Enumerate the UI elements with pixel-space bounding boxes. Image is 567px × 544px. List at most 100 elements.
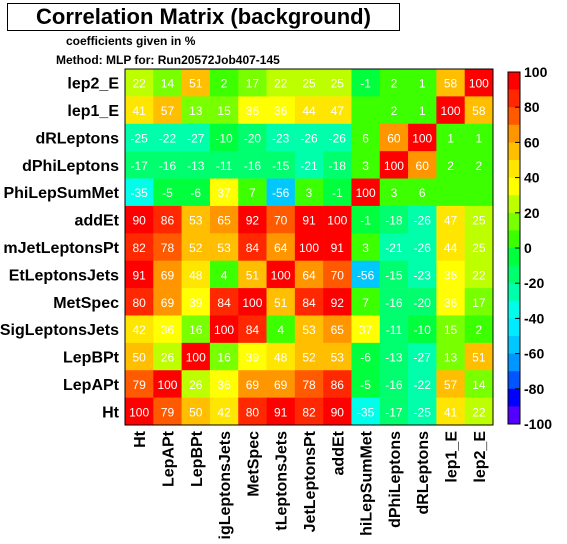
cell-value-label: -56 bbox=[272, 186, 290, 200]
heatmap-cell bbox=[379, 178, 409, 207]
heatmap-cell bbox=[294, 233, 324, 261]
cell-value-label: -5 bbox=[162, 186, 173, 200]
column-label: Ht bbox=[132, 430, 149, 448]
cell-value-label: 2 bbox=[391, 77, 398, 91]
cell-value-label: 25 bbox=[472, 241, 486, 255]
heatmap-cell bbox=[125, 151, 154, 179]
heatmap-cell bbox=[181, 315, 211, 344]
heatmap-cell bbox=[379, 342, 409, 371]
cell-value-label: 16 bbox=[189, 323, 203, 337]
cell-value-label: 65 bbox=[331, 323, 345, 337]
cell-value-label: 36 bbox=[161, 323, 175, 337]
heatmap-cell bbox=[125, 260, 154, 289]
heatmap-cell bbox=[181, 123, 211, 152]
heatmap-cell bbox=[351, 233, 381, 261]
column-label: JetLeptonsPt bbox=[302, 430, 319, 532]
cell-value-label: 69 bbox=[246, 378, 260, 392]
cell-value-label: 14 bbox=[161, 77, 175, 91]
heatmap-cell bbox=[294, 288, 324, 316]
cell-value-label: -56 bbox=[357, 268, 375, 282]
heatmap-cell bbox=[323, 178, 352, 207]
cell-value-label: 51 bbox=[189, 77, 203, 91]
heatmap-cell bbox=[181, 151, 211, 179]
heatmap-cell bbox=[323, 397, 352, 426]
heatmap-cell bbox=[464, 342, 494, 371]
colorbar-segment bbox=[508, 177, 520, 196]
heatmap-cell bbox=[408, 178, 437, 207]
cell-value-label: -16 bbox=[385, 378, 403, 392]
heatmap-cell bbox=[408, 342, 437, 371]
cell-value-label: 44 bbox=[302, 104, 316, 118]
heatmap-cell bbox=[351, 151, 381, 179]
heatmap-cell bbox=[181, 233, 211, 261]
cell-value-label: -26 bbox=[300, 131, 318, 145]
heatmap-cell bbox=[181, 69, 211, 97]
heatmap-cell bbox=[266, 260, 296, 289]
colorbar-tick-label: 60 bbox=[524, 134, 540, 150]
heatmap-cell bbox=[181, 397, 211, 426]
cell-value-label: 22 bbox=[274, 77, 288, 91]
cell-value-label: -1 bbox=[360, 77, 371, 91]
colorbar-segment bbox=[508, 72, 520, 90]
heatmap-cell bbox=[379, 123, 409, 152]
cell-value-label: 7 bbox=[362, 296, 369, 310]
colorbar-tick-label: 0 bbox=[524, 240, 532, 256]
cell-value-label: 51 bbox=[246, 268, 260, 282]
cell-value-label: 100 bbox=[271, 268, 291, 282]
colorbar-tick-label: 40 bbox=[524, 170, 540, 186]
heatmap-cell bbox=[238, 96, 267, 125]
heatmap-cell bbox=[379, 260, 409, 289]
heatmap-cell bbox=[266, 178, 296, 207]
colorbar-segment bbox=[508, 230, 520, 249]
cell-value-label: -11 bbox=[216, 159, 233, 173]
heatmap-cell bbox=[153, 370, 182, 398]
colorbar-tick-label: -40 bbox=[524, 310, 544, 326]
cell-value-label: 57 bbox=[161, 104, 175, 118]
colorbar-tick-label: 80 bbox=[524, 99, 540, 115]
cell-value-label: -25 bbox=[130, 131, 148, 145]
cell-value-label: 13 bbox=[189, 104, 203, 118]
row-label: MetSpec bbox=[53, 295, 119, 312]
cell-value-label: 64 bbox=[302, 268, 316, 282]
cell-value-label: 44 bbox=[444, 241, 458, 255]
heatmap-cell bbox=[125, 315, 154, 344]
heatmap-cell bbox=[153, 205, 182, 234]
cell-value-label: 1 bbox=[476, 131, 483, 145]
cell-value-label: 6 bbox=[419, 186, 426, 200]
heatmap-cell bbox=[238, 205, 267, 234]
cell-value-label: 100 bbox=[157, 378, 177, 392]
heatmap-cell bbox=[125, 96, 154, 125]
heatmap-cell bbox=[209, 260, 239, 289]
heatmap-cell bbox=[294, 315, 324, 344]
cell-value-label: 2 bbox=[391, 104, 398, 118]
heatmap-cell bbox=[209, 96, 239, 125]
heatmap-cell bbox=[464, 315, 494, 344]
cell-value-label: 91 bbox=[302, 214, 316, 228]
heatmap-cell bbox=[181, 370, 211, 398]
heatmap-cell bbox=[209, 178, 239, 207]
heatmap-cell bbox=[436, 342, 465, 371]
method-label: Method: MLP for: Run20572Job407-145 bbox=[56, 53, 280, 67]
heatmap-cell bbox=[266, 205, 296, 234]
heatmap-cell bbox=[323, 260, 352, 289]
heatmap-cell bbox=[436, 260, 465, 289]
heatmap-cell bbox=[464, 205, 494, 234]
cell-value-label: 52 bbox=[302, 351, 316, 365]
row-label: dRLeptons bbox=[35, 130, 119, 147]
heatmap-cell bbox=[436, 96, 465, 125]
cell-value-label: 2 bbox=[476, 323, 483, 337]
column-label: hiLepSumMet bbox=[359, 430, 376, 536]
cell-value-label: -18 bbox=[329, 159, 347, 173]
cell-value-label: -1 bbox=[332, 186, 343, 200]
colorbar-segment bbox=[508, 371, 520, 390]
cell-value-label: 78 bbox=[161, 241, 175, 255]
cell-value-label: 86 bbox=[331, 378, 345, 392]
cell-value-label: 91 bbox=[274, 405, 288, 419]
cell-value-label: 100 bbox=[299, 241, 319, 255]
cell-value-label: 84 bbox=[302, 296, 316, 310]
heatmap-cell bbox=[238, 370, 267, 398]
column-label: dPhiLeptons bbox=[387, 431, 404, 528]
cell-value-label: 36 bbox=[246, 104, 260, 118]
heatmap-cell bbox=[379, 370, 409, 398]
heatmap-cell bbox=[153, 96, 182, 125]
